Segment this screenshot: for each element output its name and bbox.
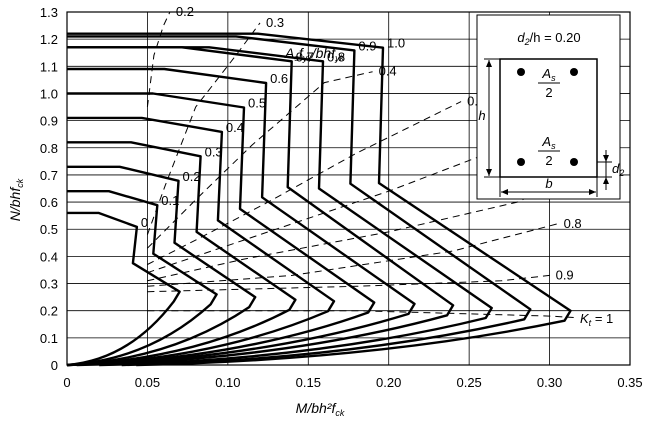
steel-top-denominator: 2	[545, 85, 552, 100]
y-tick-label: 0.2	[40, 304, 58, 319]
y-tick-label: 1.1	[40, 59, 58, 74]
steel-bottom-label: As	[541, 134, 556, 151]
curve-label: 1.0	[387, 36, 405, 51]
steel-ratio-label: Asfyk/bhfyk	[284, 45, 345, 63]
y-tick-label: 0.1	[40, 331, 58, 346]
interaction-curve	[66, 141, 297, 367]
interaction-curve	[66, 116, 336, 367]
curve-label: 0.9	[358, 38, 376, 53]
curve-label: 0.1	[161, 193, 179, 208]
curve-label: 0.5	[248, 96, 266, 111]
kt-label: 0.2	[176, 4, 194, 19]
steel-bottom-denominator: 2	[545, 153, 552, 168]
curve-label: 0.7	[296, 49, 314, 64]
steel-top-label: As	[541, 66, 556, 83]
h-arrow-top	[486, 60, 492, 67]
y-tick-label: 0.5	[40, 222, 58, 237]
interaction-curve	[66, 211, 181, 367]
kt-curve	[147, 274, 550, 293]
kt-dashed-curves	[146, 11, 574, 318]
kt-curve	[147, 182, 558, 282]
y-tick-label: 0.7	[40, 168, 58, 183]
section-inset: d2/h = 0.20 As 2 As 2 h b d2	[476, 14, 624, 200]
y-tick-label: 0.4	[40, 249, 58, 264]
kt-curve	[147, 144, 510, 274]
x-tick-label: 0.25	[456, 375, 481, 390]
curve-label: 0.8	[327, 49, 345, 64]
interaction-curve	[66, 67, 416, 367]
b-arrow-left	[501, 189, 508, 195]
kt-label: 0.9	[556, 267, 574, 282]
x-axis-label: M/bh²fck	[296, 400, 345, 418]
curve-label: 0.3	[205, 144, 223, 159]
x-axis-label-main: M/bh²f	[296, 400, 338, 416]
curve-labels: 00.10.20.30.40.50.60.7 0.80.9 1.00.20.30.4…	[141, 4, 582, 282]
d2-label: d2	[612, 161, 624, 178]
y-tick-label: 1.2	[40, 32, 58, 47]
kt-final-label: Kt = 1	[580, 311, 613, 328]
interaction-curve	[67, 46, 455, 367]
kt-label: 0.4	[379, 64, 397, 79]
interaction-curve	[67, 32, 572, 367]
y-tick-label: 1.0	[40, 86, 58, 101]
kt-curve	[146, 22, 261, 235]
d2-arrow-bottom	[603, 177, 609, 184]
curve-label: 0.6	[270, 71, 288, 86]
kt-curve	[146, 11, 171, 108]
curve-label: 0.4	[226, 120, 244, 135]
y-axis-label-main: N/bhf	[7, 186, 23, 222]
x-tick-label: 0	[63, 375, 70, 390]
bar-bottom-left	[517, 158, 525, 166]
curve-label: 0	[141, 215, 148, 230]
y-tick-label: 0	[51, 358, 58, 373]
bar-top-left	[517, 68, 525, 76]
curve-label: 0.2	[183, 169, 201, 184]
kt-curve	[147, 71, 373, 249]
x-tick-label: 0.30	[537, 375, 562, 390]
h-arrow-bottom	[486, 169, 492, 176]
y-tick-label: 0.3	[40, 277, 58, 292]
kt-curve	[147, 223, 558, 287]
b-arrow-right	[589, 189, 596, 195]
plot-frame	[66, 11, 631, 366]
y-tick-labels: 0 0.1 0.2 0.3 0.4 0.5 0.6 0.7 0.8 0.9 1.0 1.1 1.2 1.3	[40, 5, 58, 373]
x-tick-label: 0.05	[135, 375, 160, 390]
x-tick-label: 0.20	[376, 375, 401, 390]
b-label: b	[545, 176, 552, 191]
y-tick-label: 1.3	[40, 5, 58, 20]
interaction-curve	[67, 35, 532, 367]
interaction-curve	[67, 46, 493, 367]
x-tick-labels: 0 0.05 0.10 0.15 0.20 0.25 0.30 0.35	[63, 375, 642, 390]
interaction-curves	[66, 32, 572, 367]
h-label: h	[478, 108, 485, 123]
y-tick-label: 0.8	[40, 141, 58, 156]
y-axis-label-sub: ck	[15, 178, 25, 188]
bar-top-right	[570, 68, 578, 76]
x-tick-label: 0.10	[215, 375, 240, 390]
kt-curve	[147, 310, 574, 318]
kt-label: 0.8	[564, 216, 582, 231]
kt-label: 0.3	[266, 15, 284, 30]
y-axis-label: N/bhfck	[7, 178, 25, 221]
x-tick-label: 0.35	[617, 375, 642, 390]
section-rectangle	[499, 58, 598, 178]
y-tick-label: 0.9	[40, 114, 58, 129]
axes	[66, 11, 631, 366]
bar-bottom-right	[570, 158, 578, 166]
x-tick-label: 0.15	[296, 375, 321, 390]
d2-arrow-top	[603, 155, 609, 162]
inset-ratio-label: d2/h = 0.20	[517, 30, 580, 47]
y-tick-label: 0.6	[40, 195, 58, 210]
x-axis-label-sub: ck	[335, 408, 345, 418]
